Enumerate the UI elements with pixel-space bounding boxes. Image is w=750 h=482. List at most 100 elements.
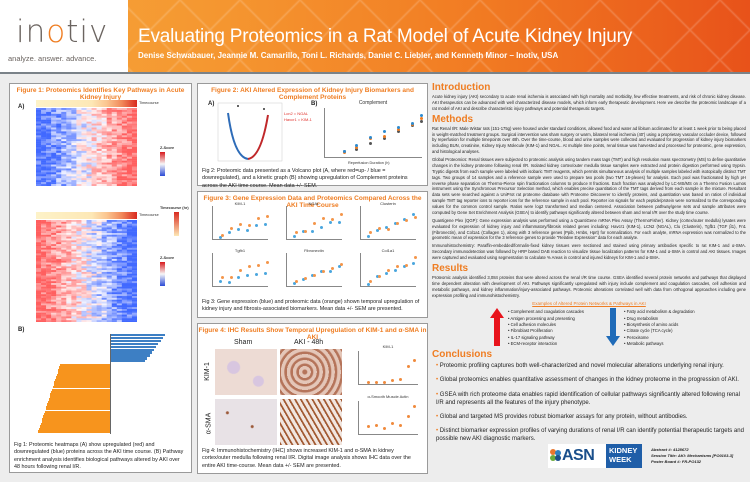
fig3-subplot-title: Col1a1: [381, 248, 395, 253]
up-pathway-item: Antigen processing and presenting: [508, 316, 584, 322]
figure4-title: Figure 4: IHC Results Show Temporal Upre…: [198, 327, 427, 341]
methods-paragraph: Rat Renal I/R: Male Wistar rats (151-175…: [432, 125, 746, 155]
figure3-panel: Figure 3: Gene Expression Data and Prote…: [197, 191, 428, 318]
timecourse-label-bottom: Timecourse: [139, 213, 159, 217]
downregulated-pathways-list: Fatty acid metabolism & degradation Drug…: [624, 309, 695, 347]
methods-paragraph: Global Proteomics: Renal tissues were su…: [432, 157, 746, 215]
up-pathway-item: ECM-receptor interaction: [508, 341, 584, 347]
figure4-caption: Fig 4: Immunohistochemistry (IHC) shows …: [202, 448, 411, 469]
ihc-image-aki-asma: [280, 399, 342, 445]
figure1-panel-a-label: A): [18, 104, 25, 110]
fig3-subplot: [286, 253, 343, 287]
fig3-subplot-title: NGAL: [308, 201, 320, 206]
results-text: Proteomic analysis identified 3,084 prot…: [432, 274, 746, 298]
timecourse-bar-bottom: [36, 212, 137, 219]
zscore-legend-title: Z-Score: [160, 146, 175, 150]
figure1-caption: Fig 1: Proteomic heatmaps (A) show upreg…: [14, 442, 184, 470]
asma-ihc-chart: [358, 401, 418, 435]
row-label-kim1: KIM-1: [203, 362, 211, 381]
kidney-week-logo: KIDNEY WEEK: [606, 444, 642, 468]
fig3-subplot: [212, 206, 269, 240]
abstract-info: Abstract #: 4128672 Session Title: AKI: …: [651, 447, 733, 464]
kim1-ihc-chart: [358, 351, 418, 385]
asn-kidney-week-logo: ASN KIDNEY WEEK: [548, 444, 642, 468]
fig3-subplot: [360, 253, 417, 287]
fig3-subplot: [212, 253, 269, 287]
volcano-plot: [217, 102, 283, 162]
complement-xlabel: Reperfusion Duration (h): [348, 161, 390, 165]
timecourse-scale: [174, 212, 179, 236]
timecourse-bar-top: [36, 100, 137, 107]
up-pathway-item: Complement and coagulation cascades: [508, 309, 584, 315]
complement-chart-title: Complement: [358, 100, 388, 106]
figure3-caption: Fig 3: Gene expression (blue) and proteo…: [202, 299, 420, 313]
fig3-subplot-title: KIM-1: [234, 201, 246, 206]
conclusion-item: • Proteomic profiling captures both well…: [436, 363, 724, 370]
abstract-number: Abstract #: 4128672: [651, 447, 689, 452]
conclusion-item: • Distinct biomarker expression profiles…: [436, 427, 744, 442]
down-pathway-item: Drug metabolism: [624, 316, 695, 322]
pathway-examples: Complement and coagulation cascades Anti…: [432, 308, 746, 348]
figure1-title: Figure 1: Proteomics Identifies Key Path…: [16, 87, 185, 101]
methods-paragraph: Immunohistochemistry: Paraffin-embedded/…: [432, 243, 746, 260]
upregulated-pathways-list: Complement and coagulation cascades Anti…: [508, 309, 584, 347]
zscore-legend-title-2: Z-Score: [160, 256, 175, 260]
col-label-aki: AKI - 48h: [294, 339, 324, 346]
kim1-chart-title: KIM-1: [382, 344, 394, 349]
conclusions-heading: Conclusions: [432, 349, 493, 361]
complement-chart: [324, 108, 423, 158]
down-arrow-icon: [606, 308, 620, 347]
down-pathway-item: Biosynthesis of amino acids: [624, 322, 695, 328]
methods-heading: Methods: [432, 113, 474, 125]
ihc-image-aki-kim1: [280, 349, 342, 395]
results-heading: Results: [432, 262, 469, 274]
figure1-panel: Figure 1: Proteomics Identifies Key Path…: [9, 83, 192, 473]
text-column: Introduction Acute kidney injury (AKI) s…: [432, 80, 746, 443]
methods-paragraph: Quantigene Plex (QGP): Gene expression a…: [432, 217, 746, 241]
figure1-panel-b-label: B): [18, 327, 25, 333]
introduction-text: Acute kidney injury (AKI) secondary to a…: [432, 94, 746, 111]
asma-chart-title: α-Smooth Muscle Actin: [367, 394, 409, 399]
logo-wordmark: inotiv: [16, 14, 109, 50]
down-pathway-item: Fatty acid metabolism & degradation: [624, 309, 695, 315]
figure2-panel: Figure 2: AKI Altered Expression of Kidn…: [197, 83, 428, 189]
inotiv-logo: inotiv analyze. answer. advance.: [0, 0, 128, 72]
fig3-subplot: [360, 206, 417, 240]
introduction-heading: Introduction: [432, 82, 491, 93]
up-arrow-icon: [490, 308, 504, 347]
poster-title: Evaluating Proteomics in a Rat Model of …: [138, 26, 633, 47]
figure2-title: Figure 2: AKI Altered Expression of Kidn…: [211, 87, 414, 101]
fig3-subplot-title: Clusterin: [380, 201, 396, 206]
figure4-panel: Figure 4: IHC Results Show Temporal Upre…: [197, 323, 428, 474]
poster-board: Poster Board #: FR-PO132: [651, 458, 702, 464]
down-pathway-item: Metabolic pathways: [624, 341, 695, 347]
timecourse-label-top: Timecourse: [139, 101, 159, 105]
asn-emblem-icon: [550, 449, 561, 461]
logo-tagline: analyze. answer. advance.: [8, 54, 97, 63]
heatmap-downregulated: [36, 220, 137, 322]
conclusion-item: • Global proteomics enables quantitative…: [436, 377, 739, 384]
figure2-panel-b-label: B): [311, 101, 318, 107]
down-pathway-item: Citrate cycle (TCA cycle): [624, 328, 695, 334]
ihc-image-sham-asma: [215, 399, 277, 445]
zscore-scale-bottom: [160, 262, 165, 286]
figure3-title: Figure 3: Gene Expression Data and Prote…: [203, 195, 422, 209]
examples-title: Examples of Altered Protein Networks & P…: [532, 301, 646, 307]
header-divider: [0, 72, 750, 74]
timecourse-legend-title: Timecourse (hr): [160, 206, 189, 210]
ihc-image-sham-kim1: [215, 349, 277, 395]
session-title: Session Title: AKI: Mechanisms [PO0103-3…: [651, 452, 734, 458]
figure2-panel-a-label: A): [208, 101, 215, 107]
fig3-subplot: [286, 206, 343, 240]
fig3-subplot-title: Fibronectin: [304, 248, 324, 253]
pathway-bar-chart: [32, 334, 188, 434]
zscore-scale-top: [160, 152, 165, 176]
up-pathway-item: Fibroblast Proliferation: [508, 328, 584, 334]
header-banner: inotiv analyze. answer. advance. Evaluat…: [0, 0, 750, 72]
row-label-asma: α-SMA: [205, 412, 213, 435]
col-label-sham: Sham: [234, 339, 253, 346]
conclusion-item: • Global and targeted MS provides robust…: [436, 413, 688, 420]
authors: Denise Schwabauer, Jeannie M. Camarillo,…: [138, 51, 559, 60]
up-pathway-item: Cell adhesion molecules: [508, 322, 584, 328]
